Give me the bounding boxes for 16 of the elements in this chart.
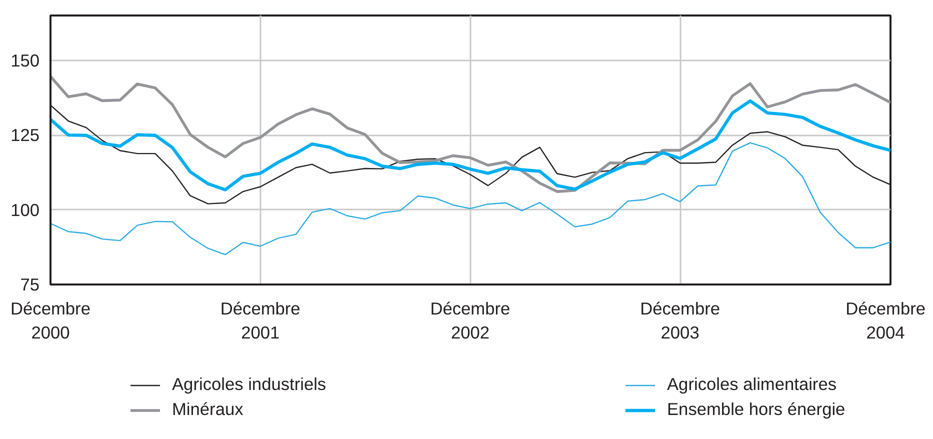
x-tick-label: Décembre 2002	[430, 298, 510, 342]
y-tick-label: 125	[10, 125, 40, 146]
x-tick-label: Décembre 2001	[220, 298, 300, 342]
line-series	[50, 142, 890, 256]
y-tick-label: 75	[20, 274, 40, 294]
y-tick-label: 150	[10, 50, 40, 70]
legend-label: Agricoles alimentaires	[667, 374, 836, 395]
legend-label: Ensemble hors énergie	[667, 399, 846, 420]
x-tick-label: Décembre 2003	[640, 298, 720, 342]
x-tick-label: Décembre 2004	[846, 298, 926, 342]
x-tick-label: Décembre 2000	[10, 298, 90, 342]
legend-label: Agricoles industriels	[172, 374, 326, 395]
legend-label: Minéraux	[172, 399, 244, 420]
line-series	[50, 75, 890, 193]
line-series	[50, 99, 890, 192]
y-tick-label: 100	[10, 200, 40, 220]
